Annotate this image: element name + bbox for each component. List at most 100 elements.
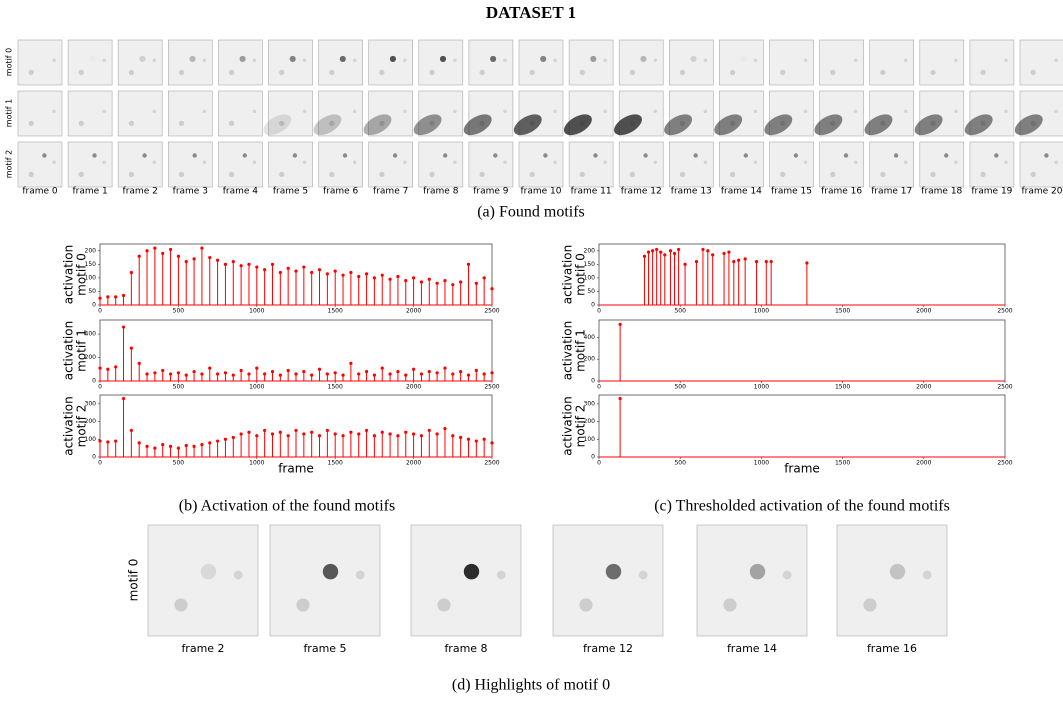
image-haze: [418, 40, 463, 85]
image-blob: [279, 171, 285, 178]
stem-marker: [208, 366, 212, 370]
stem-marker: [192, 444, 196, 448]
x-tick-label: 1500: [835, 460, 850, 467]
image-blob: [764, 114, 793, 136]
image-blob: [679, 171, 686, 178]
image-frame: [418, 90, 464, 137]
image-haze: [669, 40, 714, 85]
stem-marker: [419, 434, 424, 438]
stem-marker: [98, 296, 102, 300]
x-tick-label: 1500: [328, 460, 343, 467]
image-haze: [769, 142, 814, 187]
caption: (c) Thresholded activation of the found …: [654, 498, 950, 515]
image-blob: [192, 153, 197, 158]
stem-marker: [121, 325, 126, 329]
caption: (a) Found motifs: [477, 204, 585, 221]
stem-marker: [310, 373, 314, 377]
y-tick-label: 200: [85, 354, 97, 361]
stem-marker: [208, 441, 212, 445]
x-tick-label: 1000: [249, 460, 264, 467]
image-blob: [753, 109, 758, 114]
stem-marker: [412, 276, 416, 280]
image-blob: [189, 55, 196, 62]
image-frame: [769, 141, 814, 188]
image-blob: [479, 69, 485, 76]
stem-marker: [247, 372, 251, 376]
image-blob: [803, 109, 808, 114]
image-haze: [719, 40, 764, 85]
caption: (d) Highlights of motif 0: [452, 677, 610, 694]
stem-marker: [672, 251, 677, 256]
y-tick-label: 150: [85, 261, 97, 268]
frame-label: frame 7: [373, 187, 408, 197]
stem-marker: [743, 257, 747, 261]
stem-marker: [388, 372, 392, 376]
row-label: motif 1: [5, 99, 14, 128]
image-blob: [605, 563, 622, 580]
stem-marker: [443, 427, 447, 431]
image-blob: [703, 109, 708, 114]
image-haze: [368, 142, 413, 187]
stem-marker: [490, 287, 494, 291]
row-label: motif 0: [5, 48, 14, 77]
image-blob: [529, 69, 535, 76]
stem-marker: [216, 258, 220, 262]
image-haze: [468, 142, 513, 187]
image-blob: [863, 598, 877, 612]
stem-marker: [474, 439, 478, 443]
image-frame: [518, 39, 564, 86]
image-frame: [418, 141, 464, 188]
image-blob: [638, 570, 648, 580]
frame-label: frame 9: [473, 187, 509, 197]
stem-marker: [294, 428, 298, 433]
stem-marker: [357, 274, 361, 279]
image-blob: [363, 114, 392, 136]
stem-marker: [325, 372, 329, 376]
image-frame: [668, 141, 714, 188]
stem-marker: [764, 260, 768, 264]
image-blob: [392, 153, 398, 158]
image-haze: [919, 91, 964, 136]
image-blob: [202, 58, 207, 63]
y-tick-label: 300: [85, 400, 97, 407]
stem-marker: [427, 370, 431, 374]
image-frame: [17, 141, 63, 188]
x-tick-label: 1000: [754, 384, 769, 391]
image-haze: [318, 142, 363, 187]
image-blob: [723, 598, 737, 612]
x-tick-label: 500: [674, 384, 686, 391]
stem-marker: [286, 434, 290, 438]
image-frame: [618, 39, 664, 86]
stem-marker: [443, 366, 447, 370]
stem-marker: [255, 434, 259, 438]
image-frame: [368, 141, 414, 188]
image-haze: [1020, 40, 1063, 85]
image-blob: [814, 114, 843, 136]
image-blob: [152, 58, 157, 63]
image-blob: [453, 160, 457, 165]
image-haze: [418, 142, 463, 187]
image-frame: [919, 39, 965, 86]
x-tick-label: 2000: [916, 460, 931, 467]
stem-marker: [270, 370, 275, 374]
stem-marker: [129, 346, 133, 350]
frame-label: frame 10: [520, 187, 561, 197]
stem-marker: [451, 434, 455, 438]
image-blob: [830, 69, 836, 76]
x-tick-label: 0: [597, 308, 601, 315]
figure-title: DATASET 1: [486, 3, 576, 22]
stem-marker: [317, 367, 322, 371]
image-blob: [263, 114, 292, 136]
stem-marker: [317, 434, 322, 438]
x-tick-label: 1000: [249, 384, 264, 391]
image-blob: [178, 69, 185, 76]
image-frame: [618, 141, 664, 188]
frame-label: frame 14: [727, 642, 777, 655]
image-frame: [919, 141, 965, 188]
frame-label: frame 16: [821, 187, 862, 197]
stem-marker: [231, 435, 235, 440]
image-frame: [368, 90, 414, 137]
stem-marker: [302, 265, 306, 269]
image-frame: [1019, 39, 1063, 86]
stem-marker: [208, 255, 212, 260]
